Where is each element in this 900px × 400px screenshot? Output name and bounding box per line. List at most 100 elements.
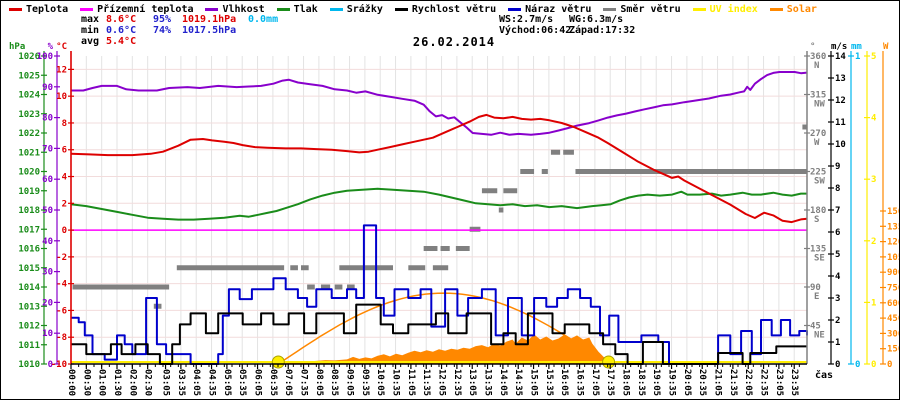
- pressure-tick-label: 1019: [18, 187, 40, 197]
- wind-tick-label: 2: [835, 316, 840, 326]
- humidity-tick-label: 30: [42, 268, 53, 278]
- time-tick-label: 02:30: [143, 369, 153, 396]
- legend-label: Směr větru: [620, 4, 681, 15]
- stat-max-label: max: [81, 14, 100, 25]
- solar-tick-label: 150: [887, 345, 900, 355]
- legend-label: Solar: [786, 4, 817, 15]
- solar-tick-label: 0: [887, 360, 892, 370]
- stat-sunset: Západ:17:32: [569, 25, 636, 36]
- uv-tick-label: 1: [871, 298, 876, 308]
- time-tick-label: 12:05: [437, 369, 447, 396]
- humidity-curve: [71, 71, 808, 136]
- time-tick-label: 05:05: [222, 369, 232, 396]
- pressure-tick-label: 1020: [18, 168, 40, 178]
- time-tick-label: 06:35: [268, 369, 278, 396]
- time-tick-label: 07:35: [299, 369, 309, 396]
- temperature-tick-label: -4: [56, 280, 67, 290]
- pressure-tick-label: 1015: [18, 264, 40, 274]
- temperature-tick-label: 10: [56, 92, 67, 102]
- temperature-tick-label: -2: [56, 253, 67, 263]
- direction-tick-letter: E: [814, 292, 819, 302]
- solar-axis-unit: W: [883, 42, 889, 52]
- pressure-tick-label: 1026: [18, 52, 40, 62]
- temperature-curve: [70, 113, 808, 224]
- wind-tick-label: 12: [835, 96, 846, 106]
- time-tick-label: 14:05: [498, 369, 508, 396]
- humidity-tick-label: 20: [42, 298, 53, 308]
- legend: Teplota Přízemní teplota Vlhkost Tlak Srážky…: [9, 4, 817, 15]
- time-tick-label: 08:05: [314, 369, 324, 396]
- legend-swatch: [692, 8, 706, 11]
- solar-tick-label: 750: [887, 284, 900, 294]
- legend-swatch: [329, 8, 343, 11]
- direction-tick-label: 360: [810, 52, 826, 62]
- time-tick-label: 23:05: [774, 369, 784, 396]
- legend-swatch: [394, 8, 408, 11]
- legend-label: Tlak: [293, 4, 318, 15]
- wind-tick-label: 8: [835, 184, 840, 194]
- pressure-tick-label: 1024: [18, 91, 40, 101]
- pressure-tick-label: 1022: [18, 129, 40, 139]
- pressure-tick-label: 1023: [18, 110, 40, 120]
- wind-tick-label: 10: [835, 140, 846, 150]
- legend-item-9: UV index: [692, 4, 758, 15]
- stat-max-rain: 0.0mm: [248, 14, 279, 25]
- wind-tick-label: 3: [835, 294, 840, 304]
- direction-tick-label: 225: [810, 168, 826, 178]
- time-tick-label: 17:35: [605, 369, 615, 396]
- time-tick-label: 13:05: [467, 369, 477, 396]
- time-tick-label: 02:00: [127, 369, 137, 396]
- pressure-tick-label: 1013: [18, 302, 40, 312]
- wind-speed-curve: [71, 303, 807, 365]
- time-tick-label: 00:00: [66, 369, 76, 396]
- time-tick-label: 00:30: [81, 369, 91, 396]
- direction-tick-letter: N: [814, 61, 819, 71]
- temperature-tick-label: 8: [62, 119, 67, 129]
- stat-wind-speed: WS:2.7m/s: [499, 14, 554, 25]
- humidity-tick-label: 90: [42, 83, 53, 93]
- time-tick-label: 19:05: [651, 369, 661, 396]
- legend-swatch: [80, 8, 94, 11]
- pressure-tick-label: 1012: [18, 322, 40, 332]
- temperature-axis-unit: °C: [56, 42, 67, 52]
- direction-tick-label: 270: [810, 129, 826, 139]
- wind-tick-label: 6: [835, 228, 840, 238]
- solar-tick-label: 600: [887, 299, 900, 309]
- legend-item-10: Solar: [769, 4, 817, 15]
- temperature-tick-label: 2: [62, 199, 67, 209]
- temperature-tick-label: -6: [56, 306, 67, 316]
- legend-item-1: Teplota: [9, 4, 68, 15]
- time-tick-label: 06:05: [253, 369, 263, 396]
- wind-axis-unit: m/s: [831, 42, 847, 52]
- direction-tick-letter: W: [814, 138, 820, 148]
- direction-tick-label: 45: [810, 322, 821, 332]
- sun-marker: [602, 355, 616, 369]
- stat-min-humidity: 74%: [153, 25, 172, 36]
- pressure-axis-unit: hPa: [9, 42, 25, 52]
- rain-axis-unit: mm: [851, 42, 862, 52]
- time-tick-label: 01:00: [97, 369, 107, 396]
- time-tick-label: 15:05: [529, 369, 539, 396]
- time-tick-label: 05:35: [237, 369, 247, 396]
- time-tick-label: 11:05: [406, 369, 416, 396]
- legend-item-3: Vlhkost: [205, 4, 265, 15]
- time-tick-label: 10:05: [375, 369, 385, 396]
- solar-tick-label: 1200: [887, 238, 900, 248]
- legend-swatch: [508, 8, 522, 11]
- time-tick-label: 20:05: [682, 369, 692, 396]
- wind-tick-label: 0: [835, 360, 840, 370]
- legend-label: Vlhkost: [222, 4, 265, 15]
- wind-tick-label: 14: [835, 52, 846, 62]
- time-tick-label: 22:35: [759, 369, 769, 396]
- direction-tick-label: 90: [810, 283, 821, 293]
- legend-swatch: [205, 8, 219, 11]
- time-tick-label: 22:05: [743, 369, 753, 396]
- humidity-tick-label: 60: [42, 175, 53, 185]
- humidity-tick-label: 0: [48, 360, 53, 370]
- time-tick-label: 17:05: [590, 369, 600, 396]
- time-tick-label: 08:35: [329, 369, 339, 396]
- stat-sunrise: Východ:06:42: [499, 25, 572, 36]
- direction-tick-label: 315: [810, 91, 826, 101]
- time-tick-label: 14:35: [513, 369, 523, 396]
